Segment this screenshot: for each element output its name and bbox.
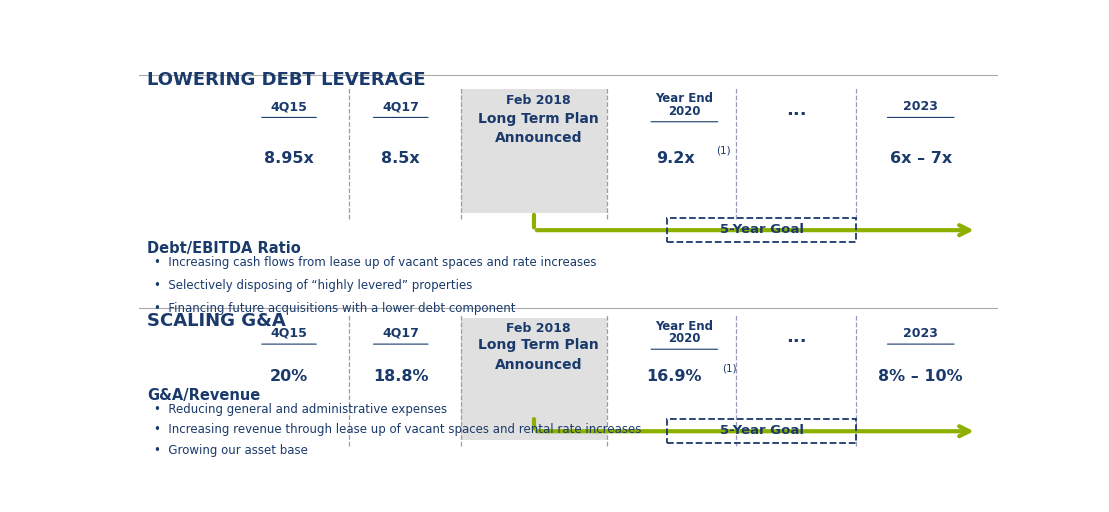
FancyBboxPatch shape [461,89,607,213]
Text: Debt/EBITDA Ratio: Debt/EBITDA Ratio [147,241,301,256]
FancyBboxPatch shape [461,317,607,440]
Text: 8.5x: 8.5x [381,151,420,165]
Text: (1): (1) [722,364,736,374]
Text: ...: ... [786,100,806,119]
Text: 6x – 7x: 6x – 7x [889,151,952,165]
Text: Year End: Year End [655,320,713,333]
Text: 16.9%: 16.9% [647,369,702,385]
Text: 8% – 10%: 8% – 10% [878,369,963,385]
Text: G&A/Revenue: G&A/Revenue [147,388,261,403]
Text: 2020: 2020 [668,105,701,118]
Text: Feb 2018: Feb 2018 [506,322,571,335]
Text: ...: ... [786,328,806,346]
Text: 4Q17: 4Q17 [383,327,419,340]
Text: 5-Year Goal: 5-Year Goal [720,223,804,236]
Text: •  Increasing cash flows from lease up of vacant spaces and rate increases: • Increasing cash flows from lease up of… [154,256,597,269]
Text: 2020: 2020 [668,332,701,346]
Text: (1): (1) [715,145,731,155]
Text: 20%: 20% [269,369,308,385]
Text: LOWERING DEBT LEVERAGE: LOWERING DEBT LEVERAGE [147,71,426,89]
Text: Long Term Plan
Announced: Long Term Plan Announced [478,338,599,372]
Text: 4Q15: 4Q15 [271,327,307,340]
Text: SCALING G&A: SCALING G&A [147,312,286,330]
Text: 4Q17: 4Q17 [383,100,419,113]
Text: 4Q15: 4Q15 [271,100,307,113]
Text: •  Selectively disposing of “highly levered” properties: • Selectively disposing of “highly lever… [154,279,472,292]
Text: 2023: 2023 [904,100,938,113]
Text: 2023: 2023 [904,327,938,340]
Text: Long Term Plan
Announced: Long Term Plan Announced [478,112,599,145]
Text: •  Financing future acquisitions with a lower debt component: • Financing future acquisitions with a l… [154,302,516,315]
Text: •  Growing our asset base: • Growing our asset base [154,444,308,457]
Text: Year End: Year End [655,92,713,105]
Text: 5-Year Goal: 5-Year Goal [720,424,804,437]
Text: •  Reducing general and administrative expenses: • Reducing general and administrative ex… [154,402,447,416]
Text: •  Increasing revenue through lease up of vacant spaces and rental rate increase: • Increasing revenue through lease up of… [154,423,641,436]
Text: 8.95x: 8.95x [264,151,314,165]
Text: Feb 2018: Feb 2018 [506,94,571,108]
Text: 9.2x: 9.2x [657,151,695,165]
Text: 18.8%: 18.8% [373,369,428,385]
